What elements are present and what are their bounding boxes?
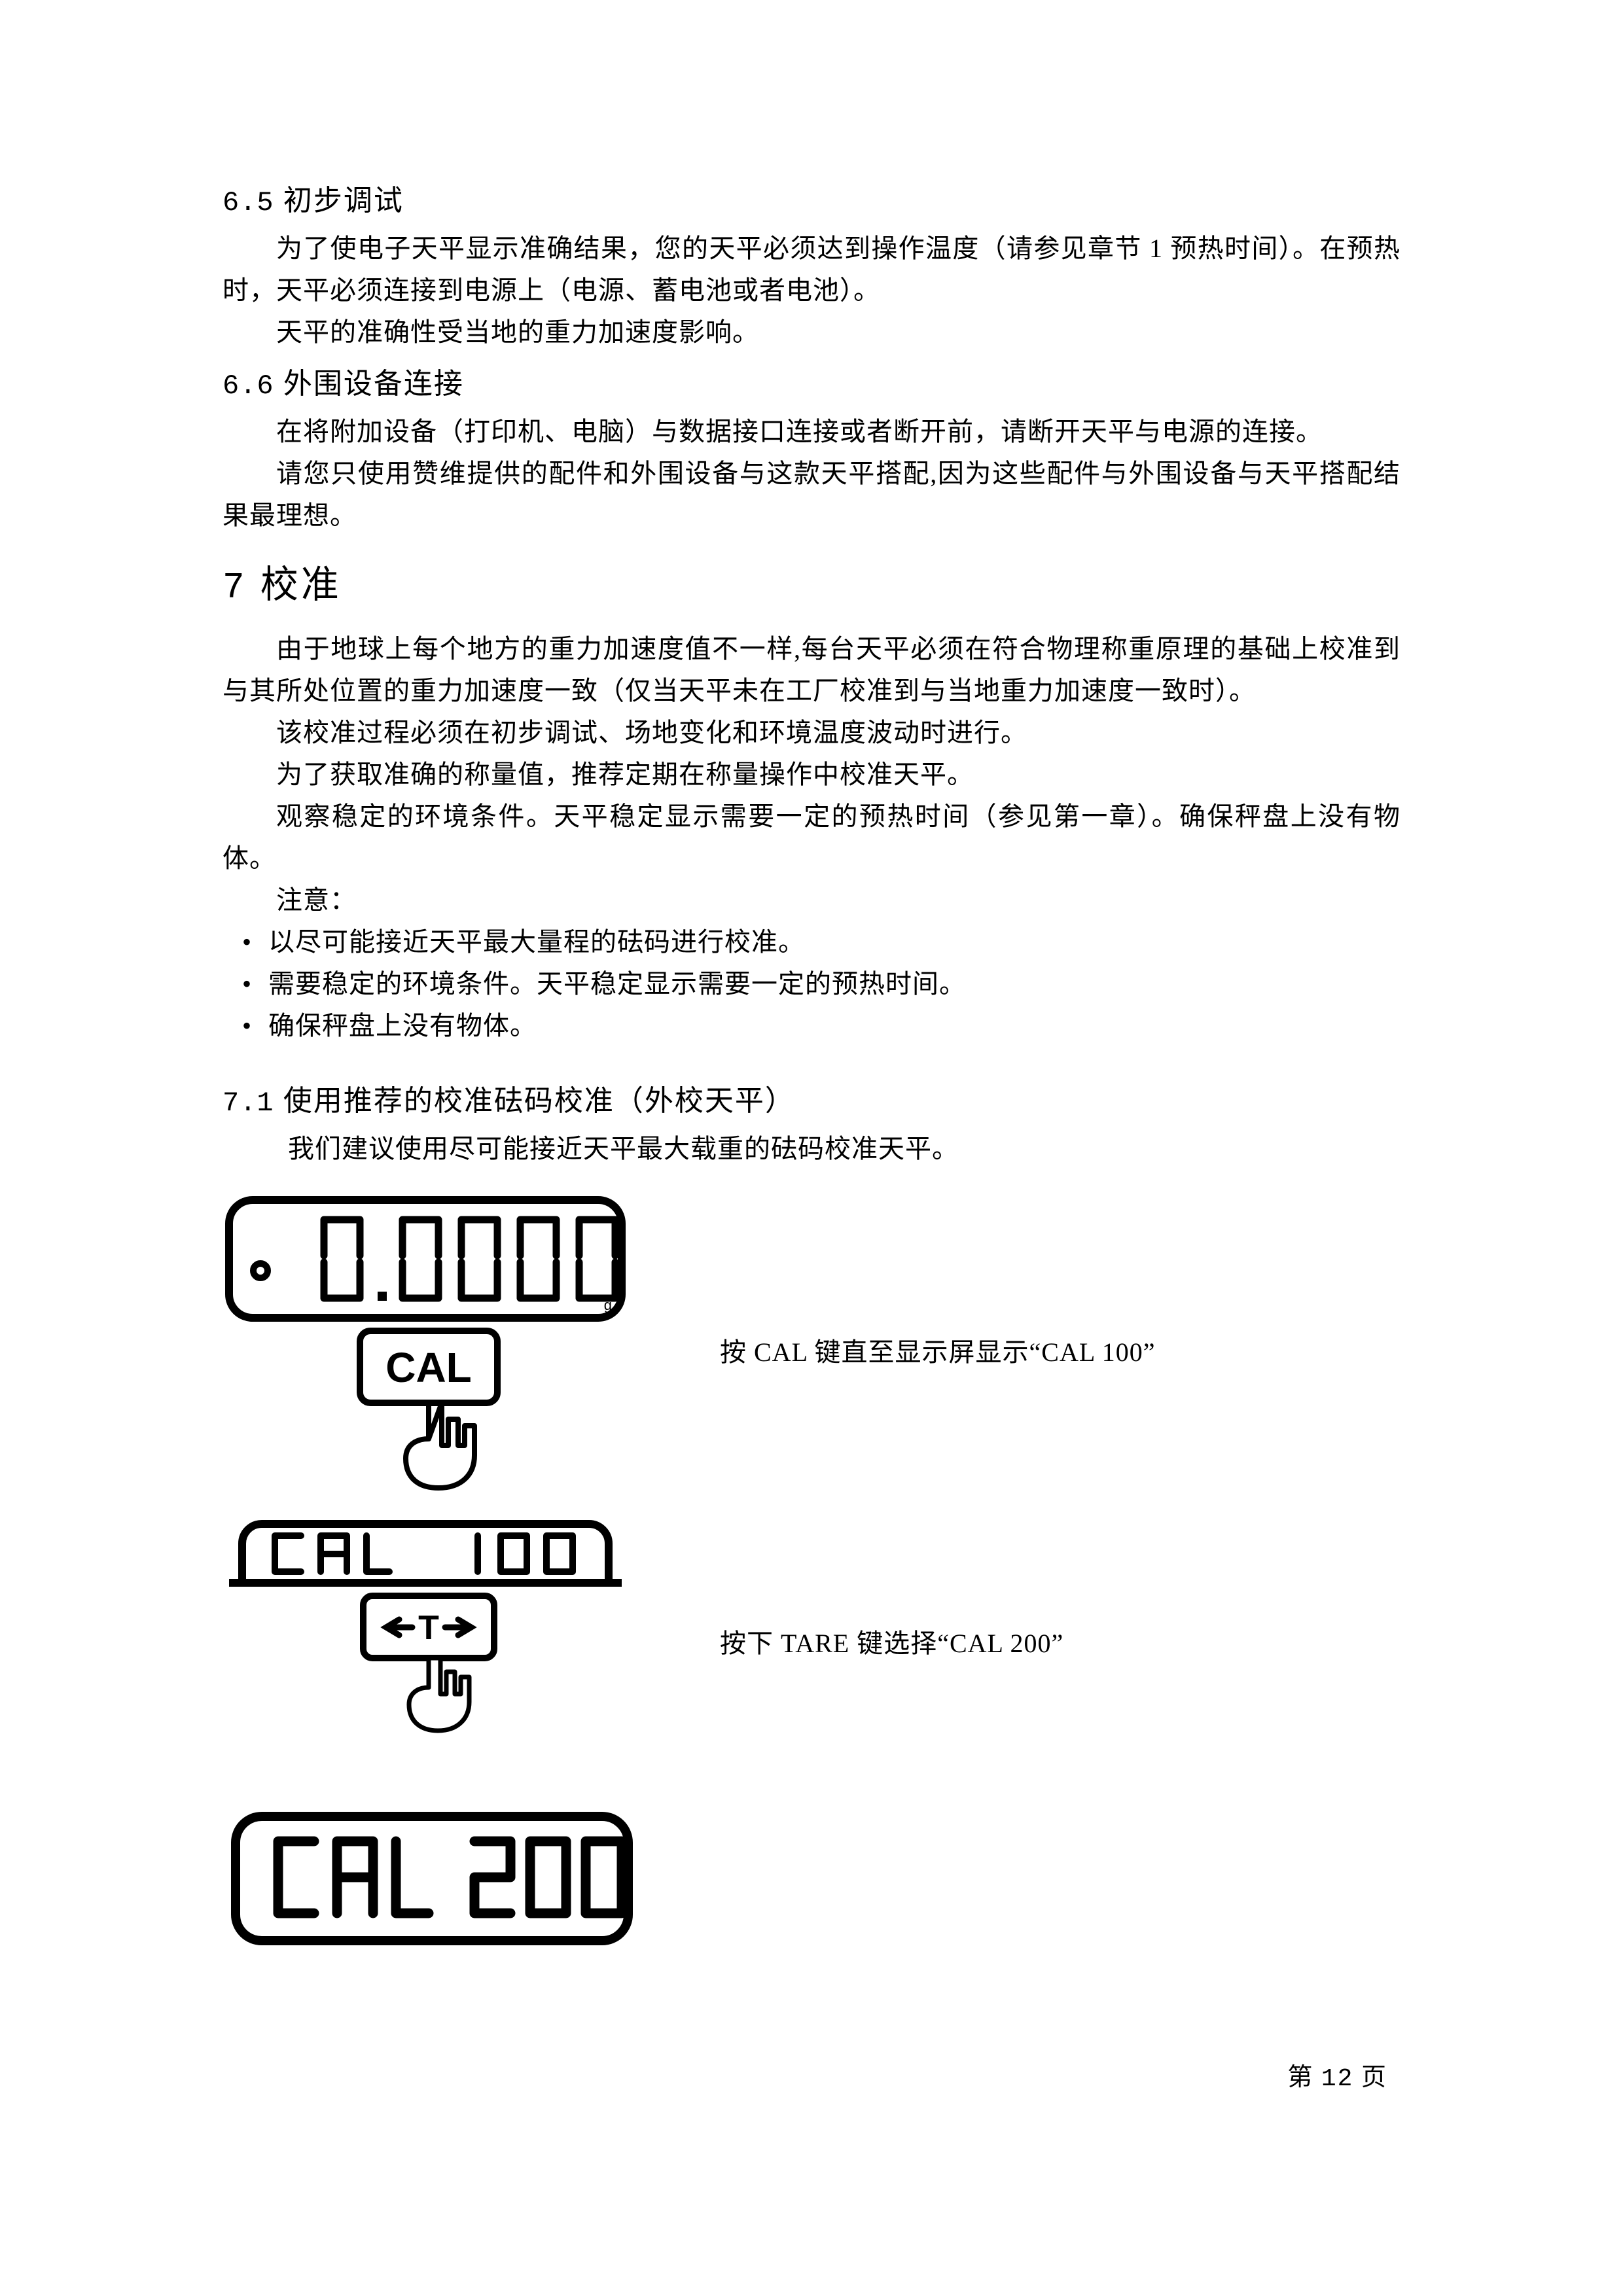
heading-7-num: 7 [223,567,247,609]
heading-6-6: 6.6 外围设备连接 [223,360,1400,402]
figure-step-3 [223,1809,641,1956]
para-7-4: 观察稳定的环境条件。天平稳定显示需要一定的预热时间（参见第一章）。确保秤盘上没有… [223,796,1400,879]
heading-6-6-text: 外围设备连接 [283,368,464,400]
caption-step-2: 按下 TARE 键选择“CAL 200” [720,1623,1063,1665]
heading-7-1: 7.1 使用推荐的校准砝码校准（外校天平） [223,1077,1400,1119]
heading-7: 7 校准 [223,554,1400,609]
para-7-1-1: 我们建议使用尽可能接近天平最大载重的砝码校准天平。 [223,1128,1400,1170]
heading-6-6-num: 6.6 [223,370,274,402]
heading-7-1-num: 7.1 [223,1087,274,1119]
para-6-6-1: 在将附加设备（打印机、电脑）与数据接口连接或者断开前，请断开天平与电源的连接。 [223,411,1400,453]
cal-button-label: CAL [385,1344,472,1391]
footer-suffix: 页 [1361,2064,1387,2091]
tare-button-label: T [418,1609,439,1647]
bullet-2: 需要稳定的环境条件。天平稳定显示需要一定的预热时间。 [223,963,1400,1005]
footer-prefix: 第 [1287,2064,1313,2091]
para-7-3: 为了获取准确的称量值，推荐定期在称量操作中校准天平。 [223,754,1400,796]
heading-6-5-num: 6.5 [223,187,274,219]
para-6-5-1: 为了使电子天平显示准确结果，您的天平必须达到操作温度（请参见章节 1 预热时间）… [223,228,1400,311]
figure-step-1: g CAL [223,1193,641,1511]
figure-step-2: T [223,1517,641,1769]
note-label: 注意： [223,879,1400,921]
bullet-1: 以尽可能接近天平最大量程的砝码进行校准。 [223,921,1400,963]
para-6-5-2: 天平的准确性受当地的重力加速度影响。 [223,311,1400,353]
heading-7-1-text: 使用推荐的校准砝码校准（外校天平） [283,1085,795,1117]
para-7-2: 该校准过程必须在初步调试、场地变化和环境温度波动时进行。 [223,712,1400,754]
bullet-3: 确保秤盘上没有物体。 [223,1005,1400,1047]
heading-6-5-text: 初步调试 [283,185,404,217]
lcd-unit-hint: g [604,1297,612,1313]
footer-page-number: 12 [1321,2065,1354,2093]
page-footer: 第 12 页 [1287,2057,1387,2093]
para-7-1: 由于地球上每个地方的重力加速度值不一样,每台天平必须在符合物理称重原理的基础上校… [223,628,1400,712]
heading-7-text: 校准 [260,563,342,606]
caption-step-1: 按 CAL 键直至显示屏显示“CAL 100” [720,1332,1156,1373]
para-6-6-2: 请您只使用赞维提供的配件和外围设备与这款天平搭配,因为这些配件与外围设备与天平搭… [223,453,1400,537]
heading-6-5: 6.5 初步调试 [223,177,1400,219]
